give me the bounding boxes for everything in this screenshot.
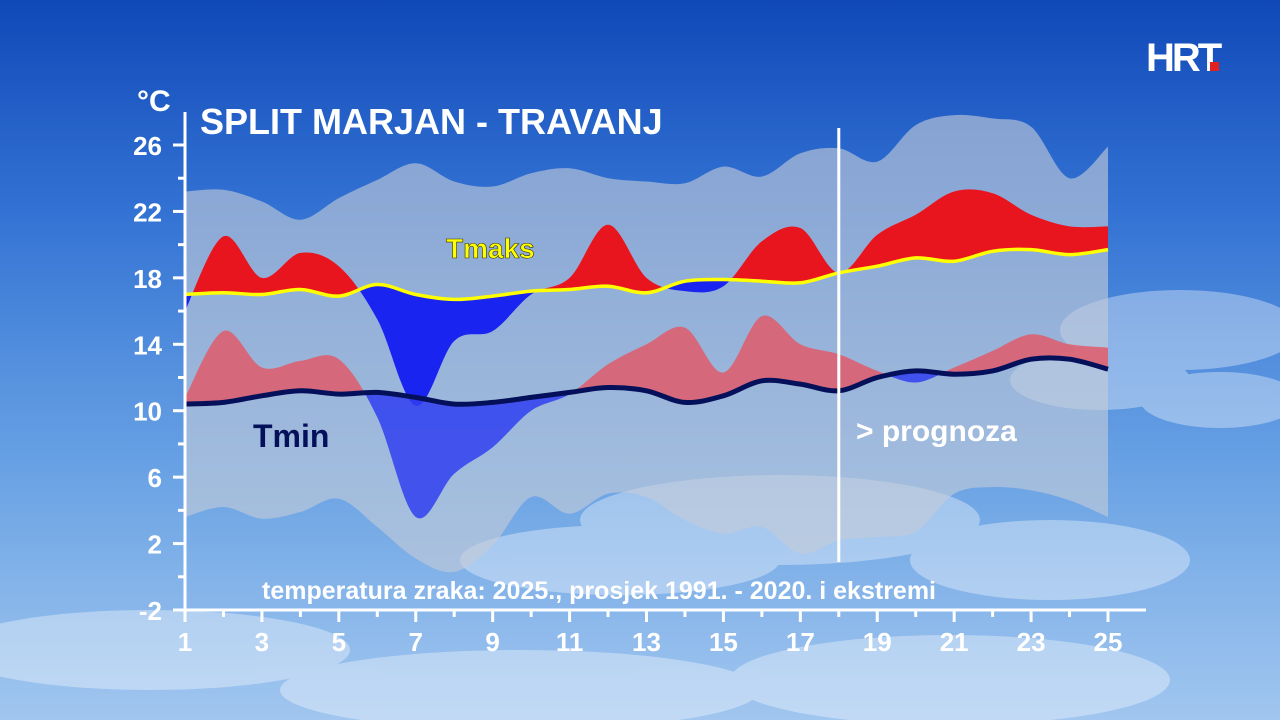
tmaks-average-line [184,247,1109,302]
x-tick-label: 3 [255,627,269,657]
x-tick-label: 7 [409,627,423,657]
y-tick-label: 22 [133,197,162,227]
y-tick-label: -2 [139,596,162,626]
y-tick-label: 2 [148,530,162,560]
chart-title: SPLIT MARJAN - TRAVANJ [200,101,663,142]
x-tick-label: 1 [178,627,192,657]
tmin-label: Tmin [253,418,329,454]
x-tick-label: 23 [1017,627,1046,657]
tmin-average-line [184,355,1109,407]
svg-text:HRT: HRT [1146,36,1222,80]
hrt-logo: HRT [1146,36,1225,80]
chart-subtitle: temperatura zraka: 2025., prosjek 1991. … [262,577,936,605]
x-tick-label: 15 [709,627,738,657]
y-tick-label: 26 [133,131,162,161]
x-tick-label: 9 [485,627,499,657]
tmaks-label: Tmaks [446,233,535,264]
x-tick-label: 5 [332,627,346,657]
y-tick-label: 14 [133,330,162,360]
x-tick-label: 11 [556,627,584,657]
x-tick-label: 13 [632,627,661,657]
x-tick-label: 19 [863,627,892,657]
y-tick-label: 18 [133,264,162,294]
y-tick-label: 6 [148,463,162,493]
tmax-above-average-fill [185,189,1108,300]
tmin-below-average-fill [185,357,1108,519]
tmax-below-average-fill [185,249,1108,406]
y-axis-unit: °C [137,85,171,118]
logo-accent-square [1210,62,1219,71]
x-tick-label: 21 [940,627,969,657]
forecast-label: > prognoza [856,415,1017,448]
x-tick-label: 17 [786,627,815,657]
y-tick-label: 10 [133,397,162,427]
x-tick-label: 25 [1094,627,1123,657]
